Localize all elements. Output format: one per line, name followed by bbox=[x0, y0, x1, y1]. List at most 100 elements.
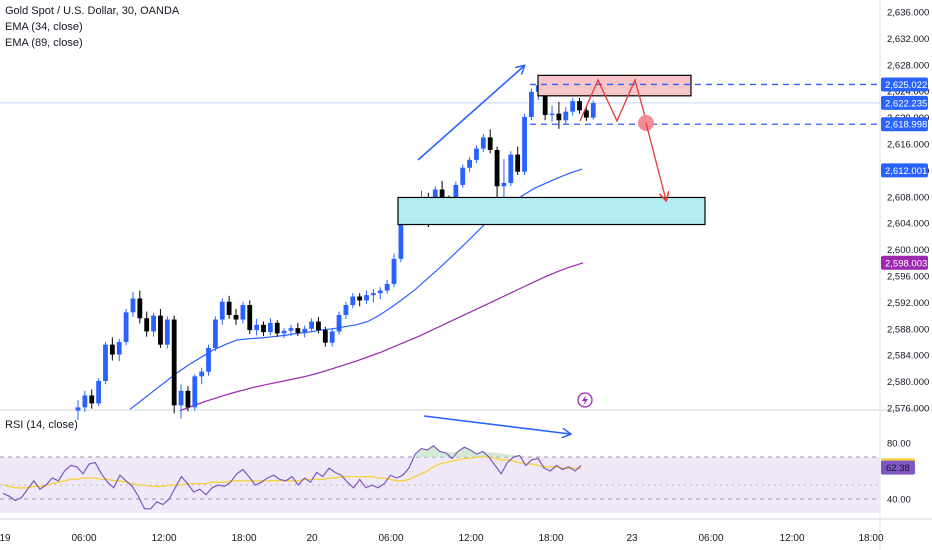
candle-body bbox=[82, 395, 88, 408]
price-tick-label: 2,604.000 bbox=[887, 219, 929, 230]
candle-body bbox=[529, 91, 534, 117]
candle bbox=[474, 145, 479, 164]
rsi-badge-bg bbox=[881, 460, 915, 475]
rsi-legend: RSI (14, close) bbox=[5, 419, 78, 431]
time-tick-label: 18:00 bbox=[858, 533, 883, 544]
trend-arrow-up bbox=[417, 66, 524, 161]
candle bbox=[364, 290, 369, 304]
candle bbox=[137, 290, 143, 324]
candle-body bbox=[219, 301, 225, 320]
candle bbox=[89, 389, 95, 409]
price-badge: 2,625.022 bbox=[881, 77, 928, 92]
time-tick-label: 18:00 bbox=[538, 533, 563, 544]
price-tick-label: 2,636.000 bbox=[887, 8, 929, 19]
candle-body bbox=[144, 318, 150, 332]
candle-body bbox=[103, 344, 108, 381]
candle bbox=[116, 338, 122, 362]
rsi-tick-label: 80.00 bbox=[887, 439, 911, 450]
candle-body bbox=[213, 319, 218, 348]
candle-body bbox=[151, 315, 156, 332]
candle-body bbox=[371, 293, 376, 296]
rsi-divergence-arrow bbox=[423, 415, 570, 434]
candle-body bbox=[322, 330, 328, 343]
candle-body bbox=[494, 149, 500, 187]
time-tick-label: 06:00 bbox=[378, 533, 403, 544]
candle-body bbox=[274, 322, 280, 334]
candle-body bbox=[316, 321, 321, 331]
candle bbox=[233, 309, 239, 325]
candle-body bbox=[267, 322, 273, 333]
candle-body bbox=[254, 324, 260, 331]
price-badge: 2,598.003 bbox=[881, 255, 928, 270]
candle bbox=[350, 293, 356, 309]
lightning-icon bbox=[582, 395, 588, 406]
candle-body bbox=[556, 113, 562, 121]
candle-body bbox=[171, 319, 177, 406]
price-tick-label: 2,616.000 bbox=[887, 140, 929, 151]
candle bbox=[288, 324, 294, 337]
candle-body bbox=[350, 296, 356, 306]
time-tick-label: 12:00 bbox=[458, 533, 483, 544]
price-tick-label: 2,588.000 bbox=[887, 324, 929, 335]
price-badge: 2,622.235 bbox=[881, 95, 928, 110]
rsi-ma-line bbox=[2, 456, 582, 489]
candle bbox=[302, 325, 308, 338]
candle-body bbox=[357, 296, 363, 301]
candle bbox=[570, 97, 576, 116]
rsi-badge: 62.38 bbox=[881, 460, 915, 475]
candle-body bbox=[281, 330, 287, 334]
price-tick-label: 2,600.000 bbox=[887, 245, 929, 256]
candle bbox=[322, 326, 328, 347]
candle bbox=[583, 107, 589, 121]
candle bbox=[336, 311, 342, 335]
candle-body bbox=[515, 154, 521, 172]
candle bbox=[192, 374, 198, 411]
candle-body bbox=[453, 184, 459, 203]
candle-body bbox=[288, 328, 294, 331]
candle bbox=[515, 146, 521, 176]
candle bbox=[577, 97, 582, 114]
candle-body bbox=[590, 103, 596, 118]
time-tick-label: 23 bbox=[626, 533, 638, 544]
rsi-overbought-fill bbox=[415, 445, 520, 457]
price-badge: 2,612.001 bbox=[881, 163, 928, 178]
candle-body bbox=[583, 110, 589, 118]
candle-body bbox=[474, 148, 479, 160]
candle bbox=[213, 316, 218, 352]
lightning-icon-ring bbox=[577, 392, 593, 408]
candle-body bbox=[178, 390, 184, 406]
candle bbox=[171, 315, 177, 414]
candle bbox=[254, 318, 260, 336]
candle bbox=[508, 151, 514, 187]
rsi-badge-label: 62.38 bbox=[886, 463, 910, 474]
candle-body bbox=[158, 315, 163, 345]
price-badge-bg bbox=[881, 77, 928, 92]
ema89-line bbox=[179, 262, 584, 412]
candle-body bbox=[439, 189, 445, 201]
candle bbox=[590, 100, 596, 120]
candle-body bbox=[226, 301, 232, 315]
time-tick-label: 06:00 bbox=[71, 533, 96, 544]
target-arrow-down bbox=[645, 122, 666, 200]
candle bbox=[96, 378, 102, 407]
candle bbox=[391, 253, 397, 288]
candle bbox=[151, 312, 156, 337]
candle-body bbox=[137, 298, 143, 319]
candle bbox=[185, 386, 191, 412]
candle-body bbox=[487, 137, 493, 150]
price-badge-label: 2,622.235 bbox=[885, 98, 927, 109]
time-tick-label: 18:00 bbox=[231, 533, 256, 544]
candle bbox=[343, 301, 349, 319]
price-tick-label: 2,624.000 bbox=[887, 87, 929, 98]
price-badge-label: 2,598.003 bbox=[885, 258, 927, 269]
price-tick-label: 2,580.000 bbox=[887, 377, 929, 388]
candle bbox=[261, 321, 266, 337]
price-badge-bg bbox=[881, 117, 928, 132]
candle bbox=[487, 129, 493, 154]
candle bbox=[377, 287, 383, 300]
candle bbox=[281, 328, 287, 339]
price-tick-label: 2,584.000 bbox=[887, 351, 929, 362]
candle bbox=[295, 322, 301, 337]
candle bbox=[247, 300, 253, 335]
